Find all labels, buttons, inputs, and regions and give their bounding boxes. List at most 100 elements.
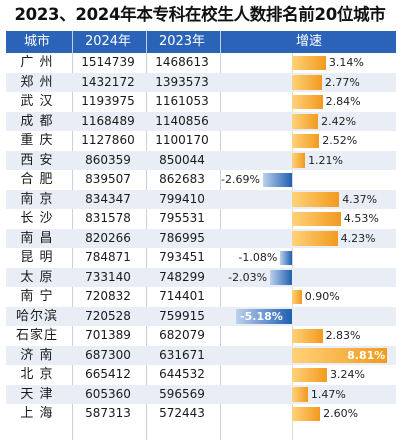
growth-label: 2.42% <box>321 114 357 128</box>
city-name: 石家庄 <box>15 328 58 343</box>
table-body: 广 州 1514739 1468613 3.14% 郑 州 1432172 1393573 2… <box>6 53 396 424</box>
city-name: 天 津 <box>20 386 54 402</box>
header-growth: 增速 <box>295 34 322 49</box>
table-row: 成 都 1168489 1140856 2.42% <box>6 111 396 131</box>
growth-label: 8.81% <box>347 348 386 362</box>
value-2024: 839507 <box>85 172 131 186</box>
city-name: 济 南 <box>20 347 54 363</box>
growth-label: 3.24% <box>329 368 365 381</box>
city-name: 广 州 <box>20 55 54 70</box>
growth-bar-negative <box>236 309 292 324</box>
value-2024: 587313 <box>85 406 131 420</box>
value-2023: 793451 <box>159 250 205 264</box>
value-2023: 572443 <box>159 406 205 420</box>
value-2024: 720528 <box>85 308 131 323</box>
value-2023: 682079 <box>159 328 205 342</box>
table-row: 广 州 1514739 1468613 3.14% <box>6 53 396 73</box>
growth-bar-positive <box>292 94 323 109</box>
table-row: 石家庄 701389 682079 2.83% <box>6 326 396 346</box>
value-2023: 795531 <box>159 211 205 225</box>
value-2023: 748299 <box>159 269 205 284</box>
growth-label: 1.21% <box>308 153 344 167</box>
table-row: 南 京 834347 799410 4.37% <box>6 189 396 209</box>
value-2024: 1193975 <box>81 94 135 108</box>
growth-label: 2.52% <box>322 134 358 147</box>
growth-label: 2.77% <box>324 75 360 89</box>
city-name: 郑 州 <box>20 74 54 90</box>
value-2023: 631671 <box>159 347 205 362</box>
table-row: 昆 明 784871 793451 -1.08% <box>6 248 396 268</box>
value-2024: 1514739 <box>81 55 135 69</box>
city-name: 南 京 <box>20 191 54 207</box>
value-2024: 1432172 <box>81 74 135 89</box>
growth-bar-positive <box>292 387 308 402</box>
growth-bar-positive <box>292 192 340 207</box>
table-row: 重 庆 1127860 1100170 2.52% <box>6 131 396 151</box>
value-2024: 687300 <box>85 347 131 362</box>
value-2023: 862683 <box>159 172 205 186</box>
city-name: 成 都 <box>20 113 54 129</box>
value-2023: 799410 <box>159 191 205 206</box>
city-name: 哈尔滨 <box>15 308 58 324</box>
growth-bar-positive <box>292 75 322 90</box>
table-row: 南 宁 720832 714401 0.90% <box>6 287 396 307</box>
growth-label: 3.14% <box>328 56 364 69</box>
city-name: 上 海 <box>20 406 54 421</box>
table-row: 上 海 587313 572443 2.60% <box>6 404 396 424</box>
growth-bar-positive <box>292 348 388 363</box>
growth-label: 1.47% <box>310 387 346 401</box>
value-2023: 759915 <box>159 308 205 323</box>
table-row: 合 肥 839507 862683 -2.69% <box>6 170 396 190</box>
growth-label: 2.84% <box>325 95 361 108</box>
value-2023: 1468613 <box>155 55 209 69</box>
city-name: 昆 明 <box>20 250 54 265</box>
growth-bar-positive <box>292 406 321 421</box>
growth-bar-positive <box>292 153 306 168</box>
value-2023: 714401 <box>159 289 205 303</box>
growth-label: -5.18% <box>240 309 283 323</box>
growth-label: -2.69% <box>221 173 260 186</box>
value-2024: 784871 <box>85 250 131 264</box>
value-2024: 831578 <box>85 211 131 225</box>
growth-label: -1.08% <box>238 251 278 264</box>
city-name: 南 昌 <box>20 230 54 246</box>
growth-bar-negative <box>262 172 292 187</box>
growth-bar-positive <box>292 328 323 343</box>
value-2024: 605360 <box>85 386 131 401</box>
city-name: 武 汉 <box>20 94 54 109</box>
table-row: 哈尔滨 720528 759915 -5.18% <box>6 306 396 326</box>
page-title: 2023、2024年本专科在校生人数排名前20位城市 <box>14 5 386 24</box>
growth-bar-positive <box>292 114 319 129</box>
growth-label: 4.23% <box>340 231 376 245</box>
header-city: 城市 <box>23 34 50 49</box>
value-2024: 701389 <box>85 328 131 342</box>
value-2023: 596569 <box>159 386 205 401</box>
growth-label: 0.90% <box>304 290 340 303</box>
growth-bar-positive <box>292 133 320 148</box>
header-2024: 2024年 <box>84 34 132 49</box>
growth-bar-positive <box>292 55 326 70</box>
growth-bar-positive <box>292 231 338 246</box>
header-2023: 2023年 <box>158 34 206 49</box>
growth-label: -2.03% <box>228 270 268 284</box>
value-2024: 665412 <box>85 367 131 381</box>
table-header: 城市 2024年 2023年 增速 <box>6 31 396 53</box>
growth-bar-positive <box>292 289 302 304</box>
table-row: 武 汉 1193975 1161053 2.84% <box>6 92 396 112</box>
table-row: 太 原 733140 748299 -2.03% <box>6 267 396 287</box>
growth-label: 4.37% <box>342 192 378 206</box>
value-2024: 860359 <box>85 152 131 167</box>
value-2024: 1168489 <box>81 113 135 128</box>
table-row: 北 京 665412 644532 3.24% <box>6 365 396 385</box>
table-row: 天 津 605360 596569 1.47% <box>6 384 396 404</box>
growth-label: 2.83% <box>325 329 361 342</box>
city-name: 长 沙 <box>20 211 54 226</box>
table-row: 济 南 687300 631671 8.81% <box>6 345 396 365</box>
city-name: 北 京 <box>20 367 54 382</box>
value-2024: 1127860 <box>81 133 135 147</box>
city-name: 西 安 <box>20 152 54 168</box>
value-2024: 720832 <box>85 289 131 303</box>
value-2023: 1140856 <box>155 113 209 128</box>
table-row: 南 昌 820266 786995 4.23% <box>6 228 396 248</box>
